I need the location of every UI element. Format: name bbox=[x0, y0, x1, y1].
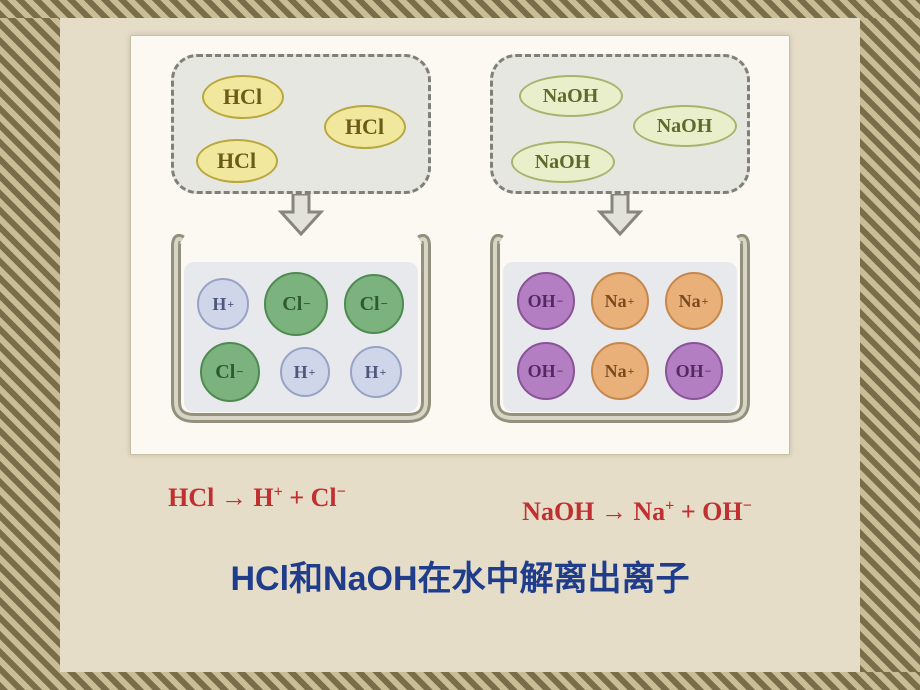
diagram-panel: HClHClHCl H+Cl−Cl− Cl−H+H+ NaOHNaOHNaOH bbox=[130, 35, 790, 455]
ion-h-plus: H+ bbox=[350, 346, 402, 398]
border-right bbox=[860, 0, 920, 690]
molecule-oval: HCl bbox=[324, 105, 406, 149]
content-area: HClHClHCl H+Cl−Cl− Cl−H+H+ NaOHNaOHNaOH bbox=[80, 35, 840, 655]
ion-oh-minus: OH− bbox=[517, 272, 575, 330]
ion-na-plus: Na+ bbox=[591, 342, 649, 400]
beaker-naoh: OH− Na+ Na+ OH− Na+ OH− bbox=[489, 234, 751, 424]
molecule-cloud-hcl: HCl HCl HCl bbox=[171, 54, 431, 194]
equations-row: HCl → H+ + Cl− NaOH → Na+ + OH− bbox=[80, 483, 840, 513]
ion-row-hcl-1: H+ Cl− Cl− bbox=[190, 272, 412, 336]
ion-na-plus: Na+ bbox=[591, 272, 649, 330]
molecule-oval: NaOH bbox=[511, 141, 615, 183]
apparatus-naoh: NaOHNaOHNaOH OH−Na+Na+ OH−Na+OH− bbox=[472, 54, 767, 424]
ion-oh-minus: OH− bbox=[517, 342, 575, 400]
caption-suffix: 在水中解离出离子 bbox=[418, 560, 690, 598]
caption-naoh: NaOH bbox=[323, 560, 417, 598]
apparatus-hcl: HClHClHCl H+Cl−Cl− Cl−H+H+ bbox=[153, 54, 448, 424]
ion-cl-minus: Cl− bbox=[264, 272, 328, 336]
border-top bbox=[0, 0, 920, 18]
ion-cl-minus: Cl− bbox=[200, 342, 260, 402]
pour-arrow-left bbox=[271, 190, 331, 240]
molecule-oval: HCl bbox=[196, 139, 278, 183]
molecule-oval: NaOH bbox=[519, 75, 623, 117]
ion-oh-minus: OH− bbox=[665, 342, 723, 400]
caption-text: HCl和NaOH在水中解离出离子 bbox=[80, 551, 840, 600]
molecule-oval: HCl bbox=[202, 75, 284, 119]
molecule-oval: NaOH bbox=[633, 105, 737, 147]
ion-cl-minus: Cl− bbox=[344, 274, 404, 334]
ion-na-plus: Na+ bbox=[665, 272, 723, 330]
border-left bbox=[0, 0, 60, 690]
ion-h-plus: H+ bbox=[280, 347, 330, 397]
ion-row-hcl-2: Cl− H+ H+ bbox=[190, 342, 412, 402]
caption-and: 和 bbox=[289, 560, 323, 598]
ion-row-naoh-2: OH− Na+ OH− bbox=[509, 342, 731, 400]
equation-naoh: NaOH → Na+ + OH− bbox=[522, 497, 752, 527]
ion-h-plus: H+ bbox=[197, 278, 249, 330]
border-bottom bbox=[0, 672, 920, 690]
caption-hcl: HCl bbox=[230, 560, 289, 598]
molecule-cloud-naoh: NaOHNaOHNaOH bbox=[490, 54, 750, 194]
ion-row-naoh-1: OH− Na+ Na+ bbox=[509, 272, 731, 330]
pour-arrow-right bbox=[590, 190, 650, 240]
beaker-hcl: H+Cl−Cl− Cl−H+H+ bbox=[170, 234, 432, 424]
equation-hcl: HCl → H+ + Cl− bbox=[168, 483, 346, 513]
